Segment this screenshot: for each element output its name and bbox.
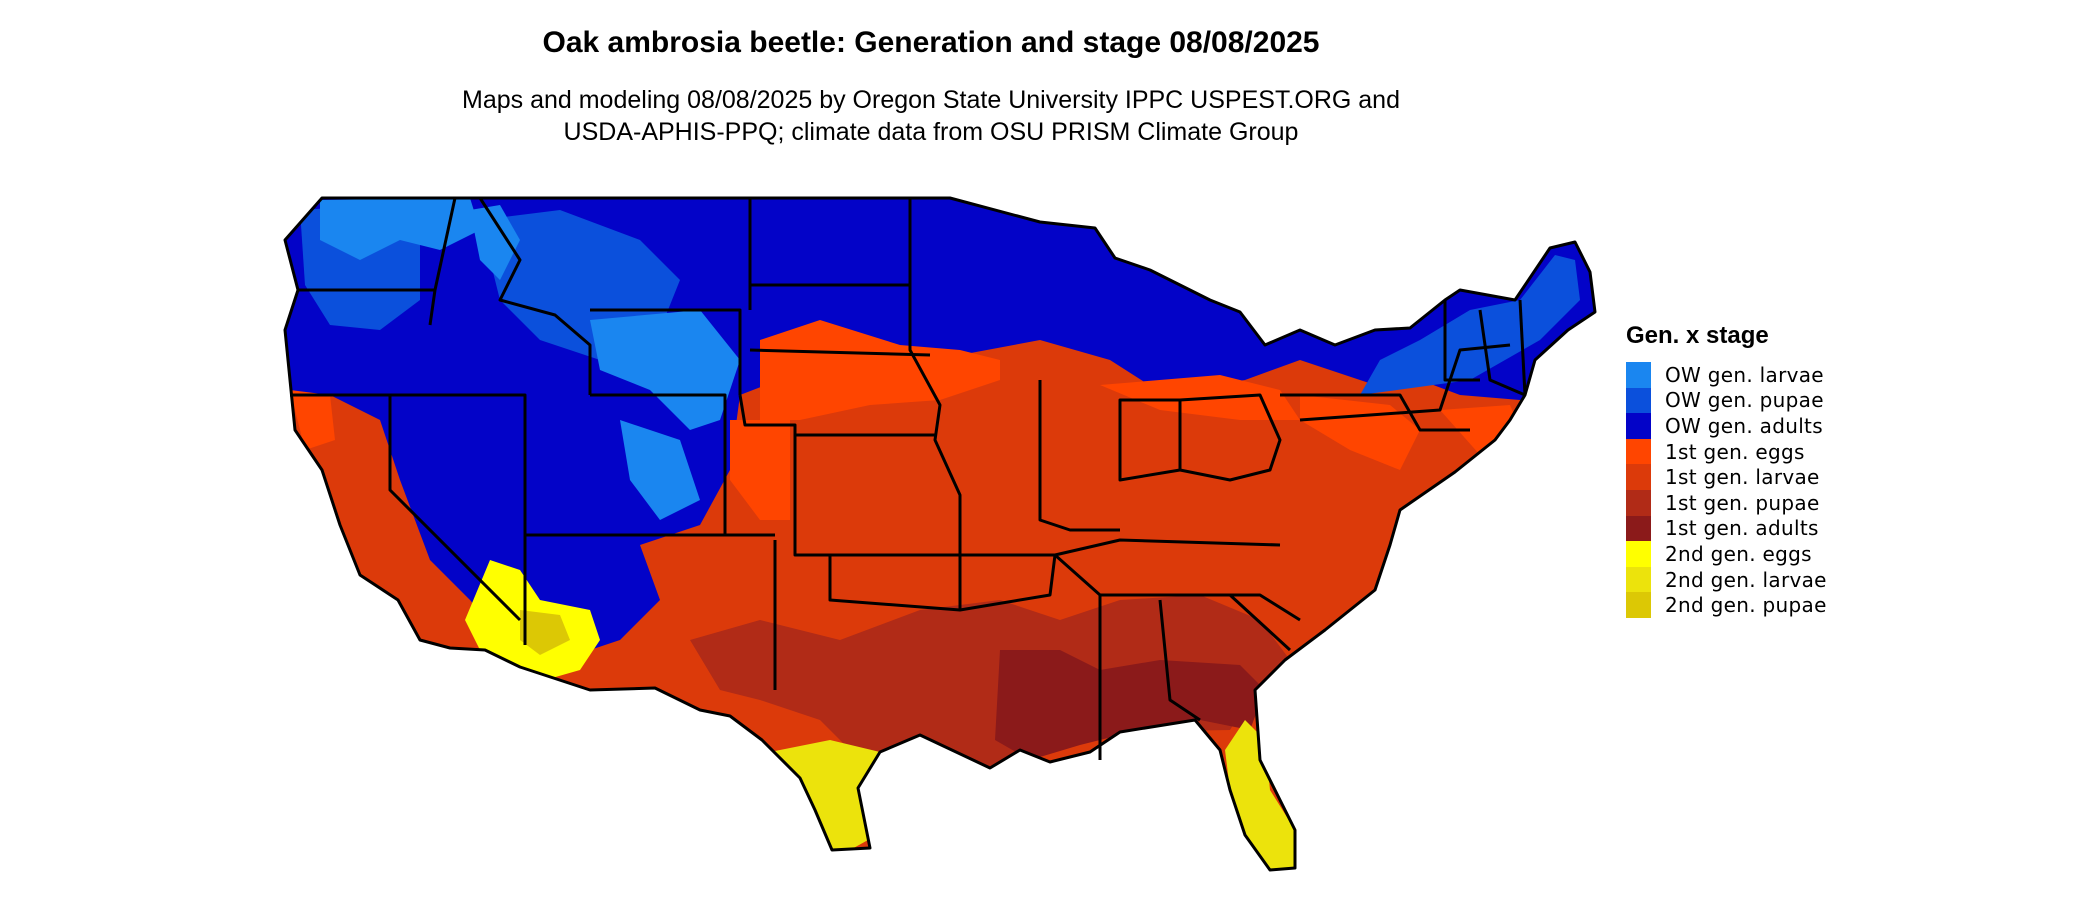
boundary-line [590,393,727,535]
region-2nd-gen-larvae [1225,720,1295,870]
legend-swatch [1626,362,1651,388]
region-ow-gen-pupae [1360,255,1580,395]
legend-item: OW gen. pupae [1626,387,1827,414]
boundary-line [1179,393,1282,482]
legend-item: OW gen. adults [1626,413,1827,439]
boundary-line [390,393,527,645]
legend-label: 2nd gen. pupae [1665,593,1827,618]
legend-label: OW gen. adults [1665,413,1823,438]
legend-item: OW gen. larvae [1626,362,1827,388]
stage-fill-layer [285,198,1595,870]
legend-label: 1st gen. pupae [1665,490,1820,515]
legend-item: 2nd gen. eggs [1626,541,1827,567]
subtitle-line-2: USDA-APHIS-PPQ; climate data from OSU PR… [563,118,1299,146]
boundary-line [478,197,592,395]
region-1st-gen-adults [995,650,1265,760]
map-title: Oak ambrosia beetle: Generation and stag… [542,26,1320,59]
legend-label: 1st gen. eggs [1665,439,1805,464]
region-2nd-gen-larvae [770,735,930,850]
legend-swatch [1626,592,1651,618]
legend-title: Gen. x stage [1626,322,1769,349]
legend-label: 1st gen. larvae [1665,465,1820,490]
region-2nd-gen-pupae [520,610,570,655]
region-1st-gen-eggs [290,390,335,450]
legend-label: OW gen. larvae [1665,362,1824,387]
boundary-line [828,555,961,612]
region-ow-gen-larvae [320,198,480,260]
boundary-line [1158,599,1201,722]
boundary-line [290,393,522,622]
legend-items: OW gen. larvae OW gen. pupae OW gen. adult… [1626,362,1827,618]
boundary-line [433,197,457,291]
boundary-line [1228,593,1292,652]
boundary-line [1443,300,1480,382]
region-ow-gen-larvae [590,310,740,430]
legend-swatch [1626,566,1651,593]
legend-swatch [1626,438,1651,465]
boundary-line [793,535,1020,557]
boundary-line [283,196,1597,872]
state-boundaries [283,196,1597,872]
legend-label: 2nd gen. eggs [1665,541,1812,566]
legend-item: 2nd gen. larvae [1626,566,1827,593]
map-subtitle: Maps and modeling 08/08/2025 by Oregon S… [0,84,1862,148]
boundary-line [590,308,742,395]
legend-item: 1st gen. pupae [1626,489,1827,516]
boundary-line [1478,309,1526,397]
legend: Gen. x stage OW gen. larvae OW gen. pupae… [1626,322,1827,618]
legend-item: 1st gen. eggs [1626,438,1827,465]
legend-item: 1st gen. larvae [1626,464,1827,490]
subtitle-line-1: Maps and modeling 08/08/2025 by Oregon S… [462,86,1400,114]
region-ow-gen-larvae [470,205,520,280]
boundary-line [1054,538,1281,557]
legend-label: 2nd gen. larvae [1665,567,1827,592]
region-ow-gen-larvae [620,420,700,520]
boundary-line [958,554,1057,612]
legend-swatch [1626,387,1651,414]
us-generation-stage-map [283,196,1597,872]
legend-item: 2nd gen. pupae [1626,592,1827,618]
boundary-line [908,285,962,555]
legend-label: 1st gen. adults [1665,516,1819,541]
legend-label: OW gen. pupae [1665,388,1824,413]
legend-swatch [1626,515,1651,542]
boundary-line [738,394,797,535]
boundary-line [749,348,931,357]
region-1st-gen-eggs [730,420,790,520]
legend-swatch [1626,541,1651,567]
legend-item: 1st gen. adults [1626,515,1827,542]
region-1st-gen-eggs [760,320,1000,420]
legend-swatch [1626,413,1651,439]
boundary-line [1518,299,1527,396]
boundary-line [1100,593,1301,622]
boundary-line [1020,553,1102,760]
legend-swatch [1626,464,1651,490]
legend-swatch [1626,489,1651,516]
boundary-line [1038,380,1120,532]
